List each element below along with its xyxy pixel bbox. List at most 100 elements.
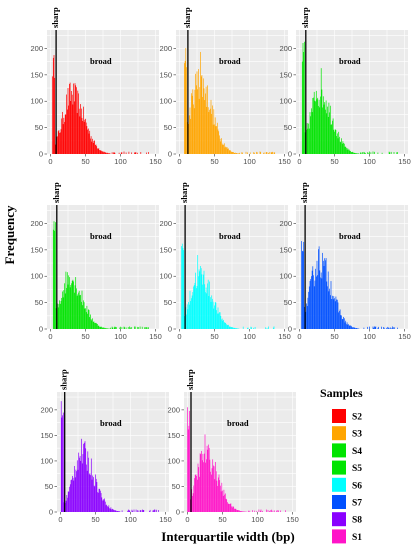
histogram-bar: [323, 104, 325, 154]
histogram-bar: [148, 152, 149, 154]
histogram-bar: [352, 151, 354, 154]
histogram-bar: [208, 112, 210, 154]
histogram-bars: [181, 243, 275, 329]
histogram-bar: [203, 270, 205, 329]
histogram-bar: [57, 303, 58, 329]
histogram-bar: [319, 107, 321, 154]
histogram-bar: [227, 502, 228, 512]
histogram-bar: [148, 327, 149, 329]
histogram-bar: [265, 152, 267, 154]
histogram-bar: [378, 326, 379, 329]
histogram-bar: [265, 327, 266, 329]
histogram-bar: [389, 152, 391, 154]
histogram-bar: [346, 322, 348, 329]
histogram-bar: [121, 152, 123, 154]
legend-swatch: [332, 460, 346, 475]
histogram-bar: [374, 326, 375, 329]
histogram-bar: [308, 291, 309, 329]
histogram-bar: [98, 325, 100, 329]
y-tick-label: 200: [159, 44, 172, 53]
histogram-bar: [78, 290, 80, 329]
y-tick-label: 100: [279, 97, 292, 106]
histogram-bar: [327, 271, 329, 329]
histogram-bar: [337, 302, 339, 329]
histogram-bar: [128, 509, 129, 512]
histogram-bar: [302, 42, 304, 155]
histogram-bar: [372, 326, 374, 329]
histogram-bar: [350, 152, 352, 154]
histogram-bar: [355, 152, 356, 154]
histogram-bar: [198, 269, 200, 329]
histogram-bar: [346, 147, 347, 154]
histogram-bar: [119, 327, 121, 329]
histogram-bar: [189, 107, 191, 154]
panel-s1: sharp broad 0 50 100 150 200 0 50 100 150: [167, 369, 298, 524]
legend-entries: S2 S3 S4 S5 S6 S7 S8 S1: [332, 409, 362, 544]
histogram-bar: [134, 326, 135, 329]
histogram-bar: [318, 246, 320, 329]
histogram-bar: [277, 510, 279, 512]
histogram-bar: [220, 485, 221, 512]
histogram-bar: [57, 307, 59, 329]
annotation-sharp: sharp: [51, 182, 61, 203]
histogram-bar: [77, 469, 79, 512]
histogram-bar: [387, 326, 389, 329]
histogram-bar: [111, 326, 113, 329]
histogram-bar: [237, 153, 239, 154]
histogram-bar: [90, 458, 92, 512]
histogram-bar: [237, 328, 238, 329]
histogram-bar: [332, 120, 333, 154]
x-tick-label: 50: [330, 157, 338, 166]
histogram-bar: [96, 146, 98, 154]
histogram-bar: [397, 152, 398, 154]
histogram-bar: [194, 474, 196, 512]
histogram-bar: [207, 85, 208, 154]
annotation-broad: broad: [339, 56, 361, 66]
histogram-bar: [308, 128, 310, 154]
histogram-bar: [271, 509, 272, 512]
histogram-bar: [239, 511, 241, 512]
histogram-bar: [92, 138, 93, 154]
histogram-bar: [78, 292, 79, 329]
histogram-bar: [191, 489, 193, 512]
histogram-bars: [52, 55, 149, 154]
histogram-bar: [125, 327, 127, 329]
histogram-bar: [109, 153, 111, 154]
histogram-bar: [76, 460, 78, 512]
histogram-bar: [210, 471, 211, 512]
histogram-bar: [76, 87, 77, 154]
histogram-bar: [329, 112, 330, 154]
histogram-bar: [360, 152, 362, 154]
histogram-bar: [64, 114, 66, 154]
histogram-bar: [345, 146, 347, 154]
histogram-bar: [101, 497, 103, 512]
histogram-bar: [139, 326, 141, 329]
histogram-bar: [336, 299, 337, 329]
histogram-bar: [336, 133, 338, 154]
histogram-bar: [66, 272, 68, 329]
histogram-bar: [102, 151, 104, 154]
histogram-bar: [158, 510, 159, 512]
histogram-bar: [140, 510, 142, 512]
x-tick-label: 100: [243, 157, 256, 166]
histogram-bar: [62, 415, 63, 512]
histogram-bar: [133, 509, 135, 512]
histogram-bar: [91, 141, 93, 154]
histogram-bar: [273, 510, 275, 512]
histogram-bar: [128, 509, 130, 512]
histogram-bar: [132, 510, 133, 512]
histogram-bar: [70, 285, 72, 329]
histogram-bar: [216, 313, 218, 329]
histogram-bar: [325, 258, 327, 329]
histogram-bar: [313, 97, 314, 154]
histogram-bar: [54, 77, 56, 154]
histogram-bar: [241, 511, 242, 512]
legend-label: S2: [352, 413, 362, 423]
histogram-bar: [81, 438, 82, 512]
histogram-bar: [353, 152, 354, 154]
histogram-bar: [369, 151, 370, 154]
histogram-bar: [84, 119, 86, 154]
histogram-bar: [128, 151, 130, 154]
histogram-bar: [357, 328, 358, 329]
y-tick-label: 0: [49, 508, 53, 517]
